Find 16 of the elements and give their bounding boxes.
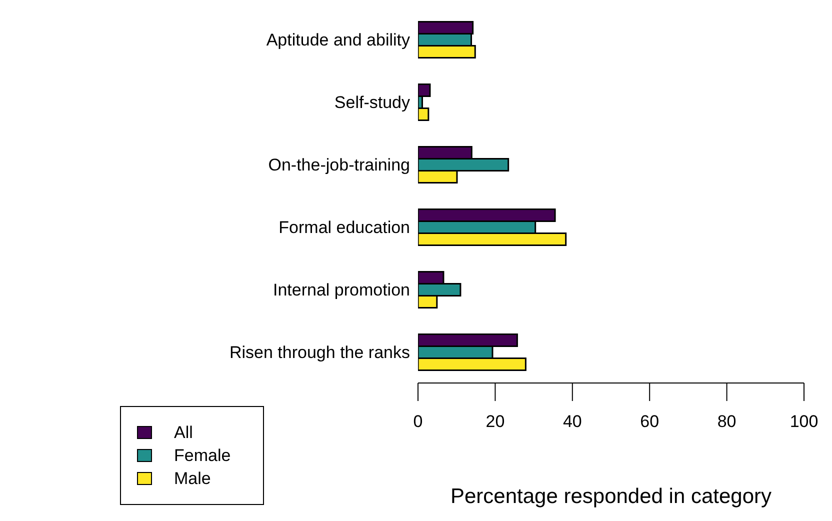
y-tick-label: On-the-job-training [268,155,410,174]
x-tick-label: 0 [413,412,423,432]
legend-label: Female [174,446,231,466]
x-axis-title: Percentage responded in category [450,485,772,508]
y-tick-label: Formal education [278,218,410,237]
x-tick-label: 40 [562,412,582,432]
x-tick-label: 60 [640,412,660,432]
y-tick-label: Aptitude and ability [266,30,410,50]
y-tick-label: Self-study [334,92,410,112]
y-tick-label: Risen through the ranks [230,342,410,362]
legend-label: All [174,422,193,442]
y-tick-label: Internal promotion [272,280,410,300]
x-tick-label: 20 [486,412,505,432]
x-tick-label: 80 [717,412,736,432]
x-tick-label: 100 [790,412,818,432]
legend-label: Male [174,468,211,488]
